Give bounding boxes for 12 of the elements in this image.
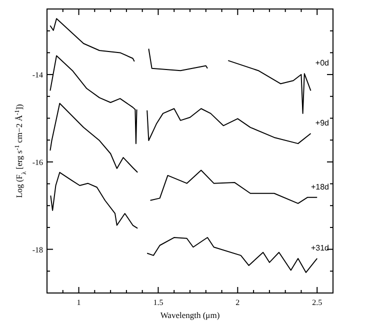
x-tick-label: 1 [76, 298, 81, 307]
legend-label: +18d [310, 182, 329, 192]
x-tick-label: 1.5 [153, 298, 164, 307]
y-tick-label: -18 [32, 245, 43, 254]
legend-label: +9d [315, 118, 329, 128]
y-tick-label: -14 [32, 70, 43, 80]
y-tick-label: -16 [32, 158, 43, 167]
x-tick-label: 2.5 [312, 298, 322, 307]
x-axis-title: Wavelength (μm) [160, 310, 220, 320]
series-label: +0d [315, 58, 329, 68]
x-tick-label: 2 [236, 298, 240, 307]
legend-label: +31d [310, 243, 329, 252]
